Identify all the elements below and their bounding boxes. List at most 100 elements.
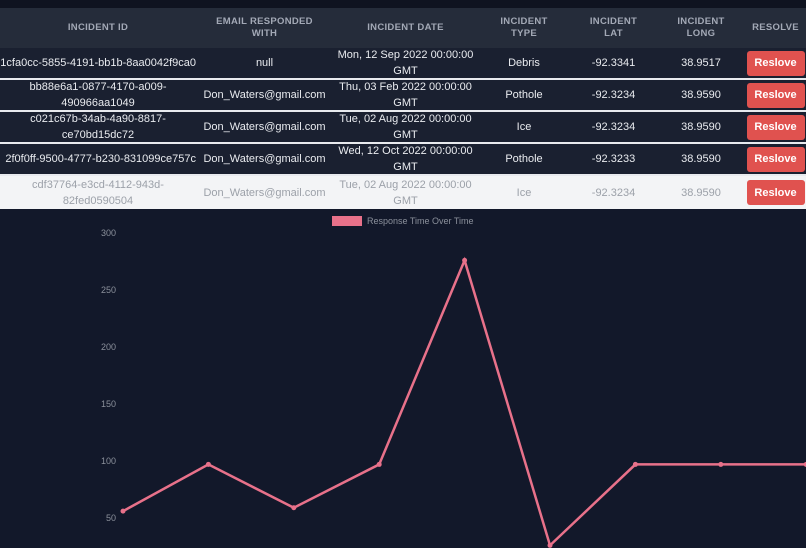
header-cell: INCIDENT TYPE xyxy=(500,16,548,39)
point xyxy=(376,461,382,467)
table-cell: 38.9590 xyxy=(657,144,745,174)
legend-label: Response Time Over Time xyxy=(367,216,474,226)
y-tick-label: 150 xyxy=(101,399,116,409)
action-cell: Reslove xyxy=(745,144,806,174)
table-cell: Don_Waters@gmail.com xyxy=(196,112,333,142)
table-cell: Don_Waters@gmail.com xyxy=(196,144,333,174)
cell-text: cdf37764-e3cd-4112-943d-82fed0590504 xyxy=(32,178,164,207)
resolve-button[interactable]: Reslove xyxy=(746,82,805,108)
table-cell: cdf37764-e3cd-4112-943d-82fed0590504 xyxy=(0,176,196,209)
header-cell: INCIDENT LONG xyxy=(677,16,725,39)
header-cell: INCIDENT DATE xyxy=(367,22,444,33)
cell-text: Tue, 02 Aug 2022 00:00:00 GMT xyxy=(339,178,472,207)
cell-text: bb88e6a1-0877-4170-a009-490966aa1049 xyxy=(29,81,167,109)
cell-text: Thu, 03 Feb 2022 00:00:00 GMT xyxy=(339,81,472,109)
cell-text: Debris xyxy=(508,57,540,69)
table-cell: Pothole xyxy=(478,144,570,174)
cell-text: Don_Waters@gmail.com xyxy=(203,153,326,165)
resolve-button[interactable]: Reslove xyxy=(746,114,805,140)
cell-text: Tue, 02 Aug 2022 00:00:00 GMT xyxy=(339,113,472,141)
cell-text: -92.3234 xyxy=(591,89,636,101)
table-cell: Don_Waters@gmail.com xyxy=(196,176,333,209)
point xyxy=(462,257,468,263)
table-cell: 38.9590 xyxy=(657,112,745,142)
table-cell: c021c67b-34ab-4a90-8817-ce70bd15dc72 xyxy=(0,112,196,142)
y-tick-label: 50 xyxy=(106,513,116,523)
cell-text: 38.9590 xyxy=(681,121,721,133)
table-cell: 38.9590 xyxy=(657,176,745,209)
table-cell: 2f0f0ff-9500-4777-b230-831099ce757c xyxy=(0,144,196,174)
table-cell: Tue, 02 Aug 2022 00:00:00 GMT xyxy=(333,112,478,142)
point xyxy=(205,461,211,467)
point xyxy=(291,505,297,511)
cell-text: Wed, 12 Oct 2022 00:00:00 GMT xyxy=(338,145,473,173)
cell-text: 1cfa0cc-5855-4191-bb1b-8aa0042f9ca0 xyxy=(0,57,196,69)
point xyxy=(547,542,553,548)
table-cell: Debris xyxy=(478,48,570,78)
point xyxy=(803,461,806,467)
cell-text: 2f0f0ff-9500-4777-b230-831099ce757c xyxy=(5,153,196,165)
point xyxy=(120,508,126,514)
table-cell: Thu, 03 Feb 2022 00:00:00 GMT xyxy=(333,80,478,110)
y-tick-label: 250 xyxy=(101,285,116,295)
table-cell: null xyxy=(196,48,333,78)
table-cell: Wed, 12 Oct 2022 00:00:00 GMT xyxy=(333,144,478,174)
y-tick-label: 100 xyxy=(101,456,116,466)
table-cell: -92.3233 xyxy=(570,144,657,174)
cell-text: -92.3234 xyxy=(591,186,636,199)
cell-text: Ice xyxy=(516,121,532,133)
table-row: c021c67b-34ab-4a90-8817-ce70bd15dc72 Don_… xyxy=(0,112,806,144)
table-row: bb88e6a1-0877-4170-a009-490966aa1049 Don_… xyxy=(0,80,806,112)
table-cell: Tue, 02 Aug 2022 00:00:00 GMT xyxy=(333,176,478,209)
cell-text: Don_Waters@gmail.com xyxy=(203,186,326,199)
table-cell: Don_Waters@gmail.com xyxy=(196,80,333,110)
cell-text: -92.3341 xyxy=(591,57,636,69)
table-cell: -92.3234 xyxy=(570,112,657,142)
table-cell: 38.9517 xyxy=(657,48,745,78)
cell-text: 38.9517 xyxy=(681,57,721,69)
table-cell: Pothole xyxy=(478,80,570,110)
header-row: INCIDENT ID EMAIL RESPONDED WITH INCIDENT … xyxy=(0,8,806,48)
header-cell: INCIDENT LAT xyxy=(589,16,638,39)
cell-text: c021c67b-34ab-4a90-8817-ce70bd15dc72 xyxy=(30,113,166,141)
table-row: cdf37764-e3cd-4112-943d-82fed0590504 Don_… xyxy=(0,176,806,209)
header-cell: RESOLVE xyxy=(752,22,799,33)
resolve-button[interactable]: Reslove xyxy=(746,146,805,172)
header-cell: EMAIL RESPONDED WITH xyxy=(216,16,313,39)
cell-text: Don_Waters@gmail.com xyxy=(203,121,326,133)
cell-text: Mon, 12 Sep 2022 00:00:00 GMT xyxy=(337,49,474,77)
table-cell: 1cfa0cc-5855-4191-bb1b-8aa0042f9ca0 xyxy=(0,48,196,78)
table-row: 2f0f0ff-9500-4777-b230-831099ce757c Don_W… xyxy=(0,144,806,176)
table-cell: Mon, 12 Sep 2022 00:00:00 GMT xyxy=(333,48,478,78)
legend-swatch xyxy=(332,216,362,226)
action-cell: Reslove xyxy=(745,80,806,110)
line xyxy=(122,256,806,548)
incident-table: INCIDENT ID EMAIL RESPONDED WITH INCIDENT … xyxy=(0,8,806,209)
cell-text: Pothole xyxy=(505,153,543,165)
point xyxy=(632,461,638,467)
cell-text: null xyxy=(255,57,274,69)
table-cell: -92.3341 xyxy=(570,48,657,78)
cell-text: Don_Waters@gmail.com xyxy=(203,89,326,101)
table-cell: -92.3234 xyxy=(570,176,657,209)
y-tick-label: 200 xyxy=(101,342,116,352)
header-cell: INCIDENT ID xyxy=(67,22,129,33)
y-tick-label: 300 xyxy=(101,228,116,238)
cell-text: -92.3234 xyxy=(591,121,636,133)
table-cell: Ice xyxy=(478,176,570,209)
top-bar xyxy=(0,0,806,8)
resolve-button[interactable]: Reslove xyxy=(746,180,805,205)
action-cell: Reslove xyxy=(745,112,806,142)
cell-text: 38.9590 xyxy=(681,89,721,101)
point xyxy=(718,461,724,467)
cell-text: 38.9590 xyxy=(681,153,721,165)
table-cell: 38.9590 xyxy=(657,80,745,110)
cell-text: 38.9590 xyxy=(681,186,721,199)
resolve-button[interactable]: Reslove xyxy=(746,50,805,76)
action-cell: Reslove xyxy=(745,176,806,209)
table-cell: bb88e6a1-0877-4170-a009-490966aa1049 xyxy=(0,80,196,110)
chart: 50 100 150 200 250 300 Response Time Over Time xyxy=(101,216,806,548)
table-cell: Ice xyxy=(478,112,570,142)
table-row: 1cfa0cc-5855-4191-bb1b-8aa0042f9ca0 null M… xyxy=(0,48,806,80)
